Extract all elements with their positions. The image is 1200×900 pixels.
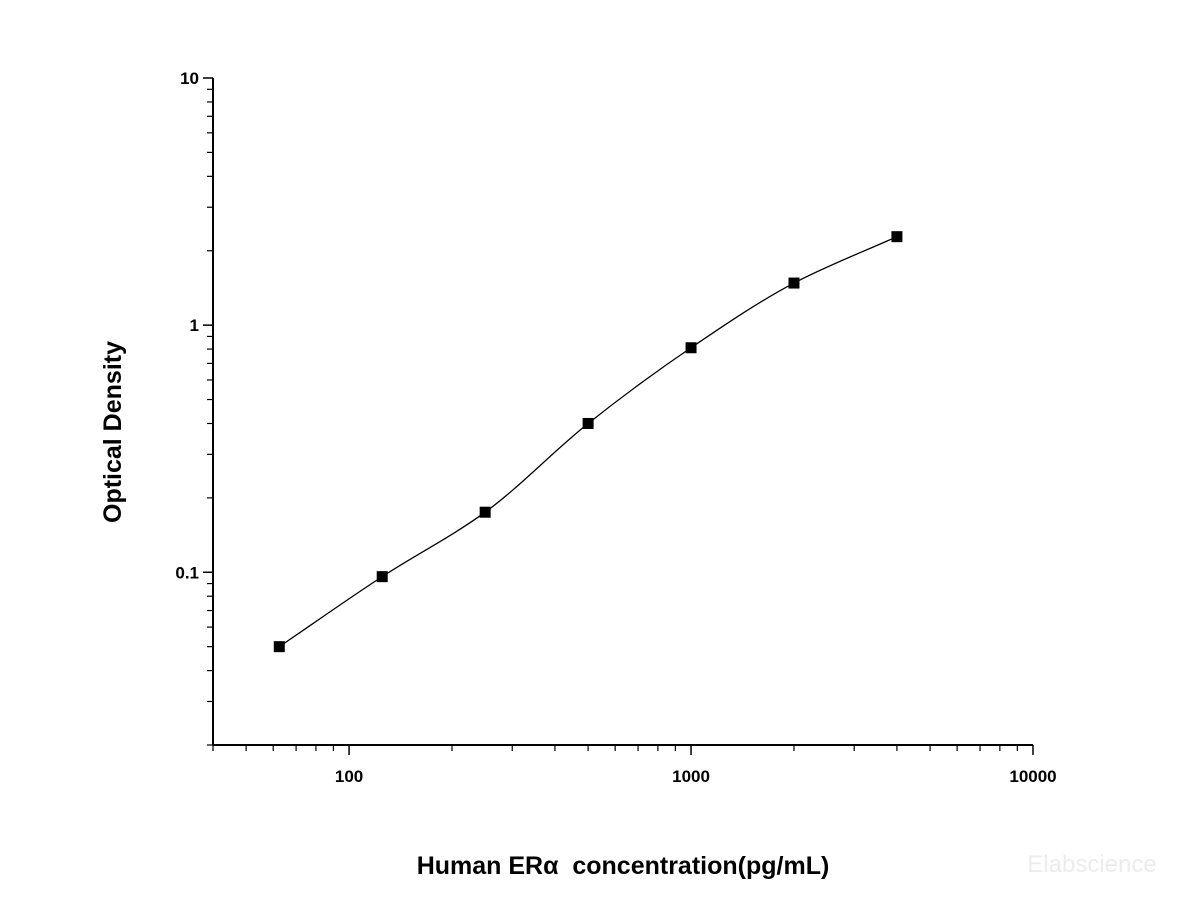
fit-curve [278,236,898,648]
data-point [479,506,491,518]
data-point [891,231,903,243]
axes [212,78,1033,746]
y-tick-label: 0.1 [175,563,199,582]
y-axis-title: Optical Density [99,341,127,523]
y-tick-label: 10 [180,69,199,88]
x-tick-label: 100 [335,767,363,786]
watermark: Elabscience [1027,851,1156,878]
data-point [582,417,594,429]
ticks: 100 1000 10000 0.1 1 10 [175,69,1056,786]
data-point [685,342,697,354]
data-point [376,571,388,583]
markers [273,231,903,653]
x-tick-label: 10000 [1009,767,1056,786]
y-tick-label: 1 [190,316,199,335]
x-axis-title: Human ERα concentration(pg/mL) [417,852,830,880]
x-tick-label: 1000 [672,767,710,786]
data-point [273,641,285,653]
data-point [788,277,800,289]
